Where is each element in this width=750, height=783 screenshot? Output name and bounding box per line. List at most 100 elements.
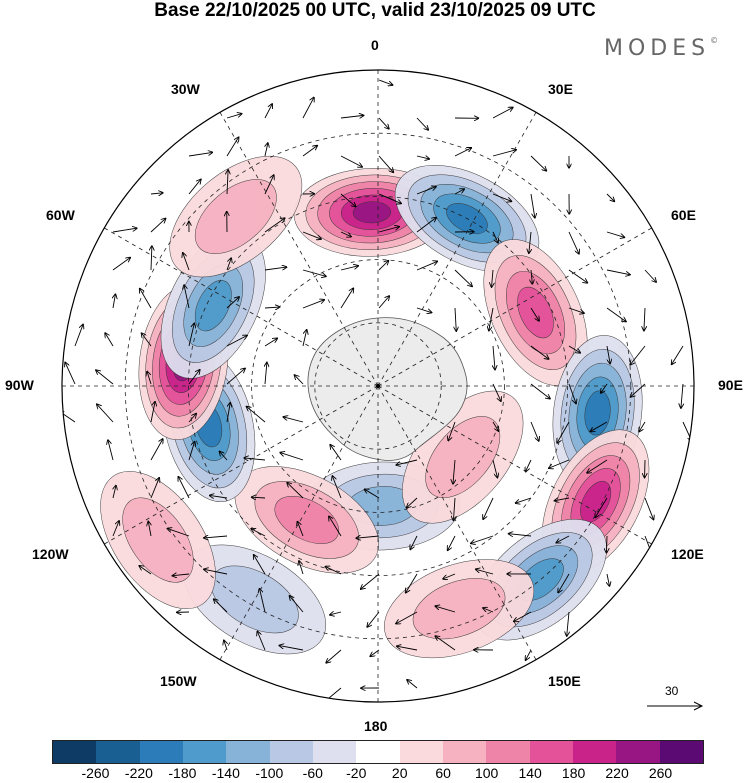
wind-arrow — [443, 573, 456, 579]
wind-arrow — [330, 612, 342, 615]
wind-arrow — [264, 218, 285, 233]
wind-arrow — [416, 307, 431, 313]
wind-arrow — [188, 179, 201, 195]
colorbar-swatch — [616, 741, 660, 763]
lon-label-150e: 150E — [548, 673, 581, 689]
wind-arrow — [644, 497, 653, 519]
wind-arrow — [226, 368, 245, 385]
wind-arrow — [416, 156, 429, 159]
latitude-circle — [251, 259, 505, 513]
wind-arrow — [290, 596, 304, 613]
colorbar-ticks: -260 -220 -180 -140 -100 -60 -20 20 60 100 140 180 2… — [0, 765, 750, 783]
wind-arrow — [454, 148, 471, 157]
wind-arrow — [227, 170, 228, 195]
wind-arrow — [150, 193, 163, 194]
wind-arrow — [455, 307, 456, 331]
latitude-circle — [124, 132, 632, 640]
colorbar-swatch — [659, 741, 703, 763]
lon-label-0: 0 — [371, 37, 379, 53]
wind-arrow — [595, 497, 608, 517]
wind-arrow — [606, 345, 610, 363]
colorbar-tick-label: 100 — [474, 765, 499, 781]
wind-arrow — [302, 330, 307, 347]
anomaly-field — [100, 155, 650, 659]
wind-vectors — [62, 79, 691, 702]
wind-arrow — [184, 285, 190, 309]
wind-arrow — [260, 589, 266, 613]
wind-arrow — [590, 421, 608, 431]
wind-arrow — [639, 421, 646, 432]
wind-arrow — [340, 266, 358, 271]
wind-arrow — [407, 497, 418, 508]
wind-arrow — [112, 521, 119, 537]
wind-arrow — [416, 261, 437, 271]
wind-arrow — [454, 189, 464, 195]
wind-arrow — [302, 300, 324, 309]
colorbar-tick-label: 20 — [391, 765, 408, 781]
wind-arrow — [264, 338, 277, 347]
wind-arrow — [224, 640, 227, 651]
colorbar-tick-label: -260 — [81, 765, 110, 781]
wind-arrow — [471, 535, 494, 543]
map-title: Base 22/10/2025 00 UTC, valid 23/10/2025… — [154, 0, 596, 21]
lon-label-30e: 30E — [548, 81, 573, 97]
colorbar-tick-label: 180 — [561, 765, 586, 781]
wind-arrow — [370, 649, 380, 656]
wind-arrow — [264, 267, 286, 271]
wind-arrow — [140, 289, 152, 309]
colorbar-swatch — [356, 741, 400, 763]
wind-arrow — [396, 611, 418, 624]
wind-arrow — [65, 363, 76, 385]
wind-arrow — [492, 150, 516, 157]
wind-arrow — [112, 228, 137, 233]
reference-vector: 30 — [645, 684, 705, 714]
latitude-circle — [314, 322, 442, 450]
wind-arrow — [151, 246, 152, 271]
wind-arrow — [113, 486, 116, 499]
wind-arrow — [435, 636, 456, 651]
wind-arrow — [302, 269, 326, 276]
wind-arrow — [188, 442, 195, 461]
wind-arrow — [150, 439, 163, 461]
colorbar-swatch — [53, 741, 97, 763]
wind-arrow — [214, 599, 228, 613]
colorbar-tick-label: -20 — [346, 765, 367, 781]
wind-arrow — [329, 516, 342, 537]
wind-arrow — [97, 404, 114, 423]
wind-arrow — [247, 407, 266, 423]
wind-arrow — [453, 497, 455, 520]
colorbar-tick-label: 220 — [605, 765, 629, 781]
wind-arrow — [526, 649, 532, 660]
wind-arrow — [606, 193, 614, 201]
colorbar-swatch — [529, 741, 573, 763]
wind-arrow — [226, 297, 239, 309]
wind-arrow — [204, 536, 228, 538]
wind-arrow — [492, 108, 513, 119]
wind-arrow — [302, 146, 317, 157]
wind-arrow — [204, 569, 228, 575]
wind-arrow — [265, 363, 267, 385]
wind-arrow — [74, 325, 83, 347]
lon-label-60w: 60W — [46, 207, 75, 223]
wind-arrow — [254, 555, 266, 575]
wind-arrow — [530, 155, 546, 171]
colorbar-tick-label: 60 — [435, 765, 451, 781]
colorbar-swatch — [182, 741, 227, 763]
south-pole-marker — [376, 384, 380, 388]
wind-arrow — [378, 261, 388, 271]
wind-arrow — [147, 372, 152, 385]
lon-label-180: 180 — [364, 718, 388, 734]
anomaly-contour — [194, 179, 277, 254]
wind-arrow — [178, 477, 190, 499]
wind-arrow — [397, 646, 418, 651]
wind-arrow — [188, 152, 212, 157]
colorbar-tick-label: 140 — [518, 765, 542, 781]
wind-arrow — [378, 155, 393, 172]
colorbar-swatch — [572, 741, 617, 763]
anomaly-contour — [352, 201, 392, 224]
wind-arrow — [529, 231, 531, 253]
wind-arrow — [226, 403, 230, 423]
wind-arrow — [264, 175, 274, 195]
wind-arrow — [265, 143, 268, 157]
wind-arrow — [672, 345, 684, 364]
